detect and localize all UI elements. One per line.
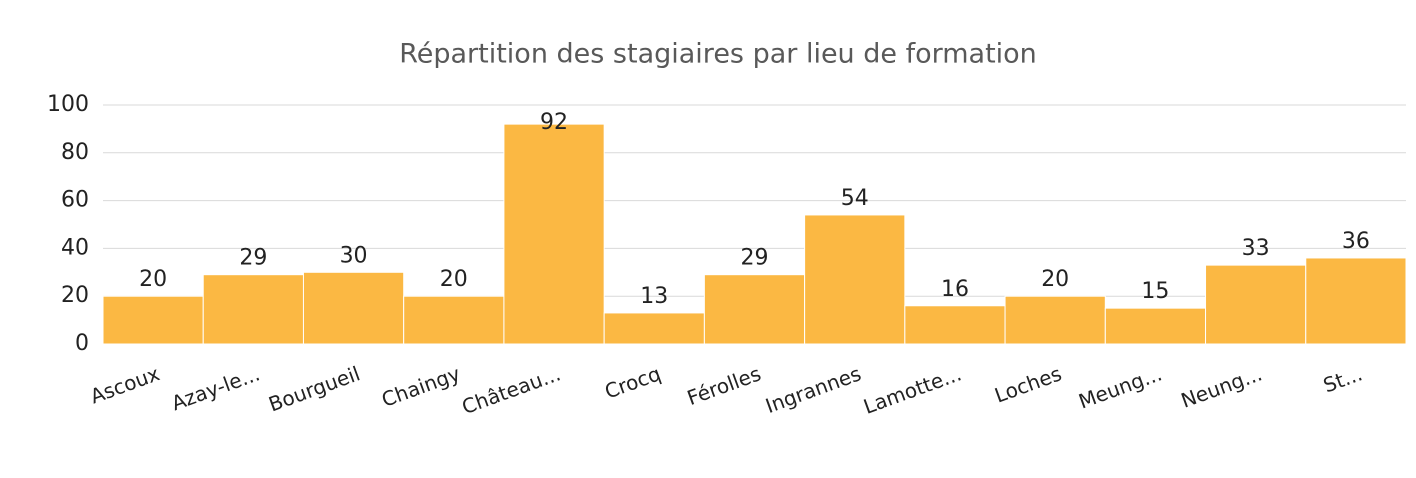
y-tick-label: 60 — [61, 188, 89, 213]
y-tick-label: 40 — [61, 235, 89, 260]
x-tick-label: Crocq — [601, 361, 663, 403]
x-tick-label: Neung... — [1178, 361, 1266, 412]
bar — [202, 274, 304, 345]
data-label: 33 — [1242, 236, 1270, 261]
x-tick-label: Lamotte... — [860, 361, 964, 419]
bar — [1205, 264, 1307, 345]
bar — [1305, 257, 1407, 345]
x-tick-label: Bourgueil — [265, 361, 363, 416]
data-label: 15 — [1141, 279, 1169, 304]
chart-title: Répartition des stagiaires par lieu de f… — [399, 39, 1037, 70]
bar — [403, 295, 505, 345]
bar — [603, 312, 705, 345]
data-label: 20 — [139, 267, 167, 292]
data-label: 92 — [540, 110, 568, 135]
x-tick-label: Férolles — [684, 361, 764, 410]
x-tick-label: Azay-le... — [168, 361, 263, 415]
y-tick-label: 0 — [75, 331, 89, 356]
bar — [1104, 307, 1207, 345]
x-tick-label: Loches — [991, 361, 1064, 407]
x-tick-label: Chaingy — [378, 361, 463, 412]
x-tick-label: St... — [1320, 361, 1365, 397]
x-tick-label: Ascoux — [87, 361, 163, 408]
data-label: 29 — [741, 246, 769, 271]
bar — [703, 274, 806, 345]
x-tick-label: Meung... — [1075, 361, 1165, 413]
bar — [503, 123, 605, 345]
data-label: 29 — [239, 246, 267, 271]
bar — [102, 295, 204, 345]
bar — [1004, 295, 1106, 345]
bar — [302, 271, 405, 345]
x-tick-label: Ingrannes — [762, 361, 864, 418]
bar — [904, 305, 1006, 345]
data-label: 36 — [1342, 229, 1370, 254]
data-label: 16 — [941, 277, 969, 302]
x-tick-label: Château... — [459, 361, 564, 419]
y-tick-label: 80 — [61, 140, 89, 165]
y-tick-label: 100 — [47, 92, 89, 117]
data-label: 13 — [640, 284, 668, 309]
data-label: 20 — [1041, 267, 1069, 292]
data-label: 20 — [440, 267, 468, 292]
data-label: 54 — [841, 186, 869, 211]
data-label: 30 — [340, 243, 368, 268]
y-tick-label: 20 — [61, 283, 89, 308]
bar — [804, 214, 906, 345]
